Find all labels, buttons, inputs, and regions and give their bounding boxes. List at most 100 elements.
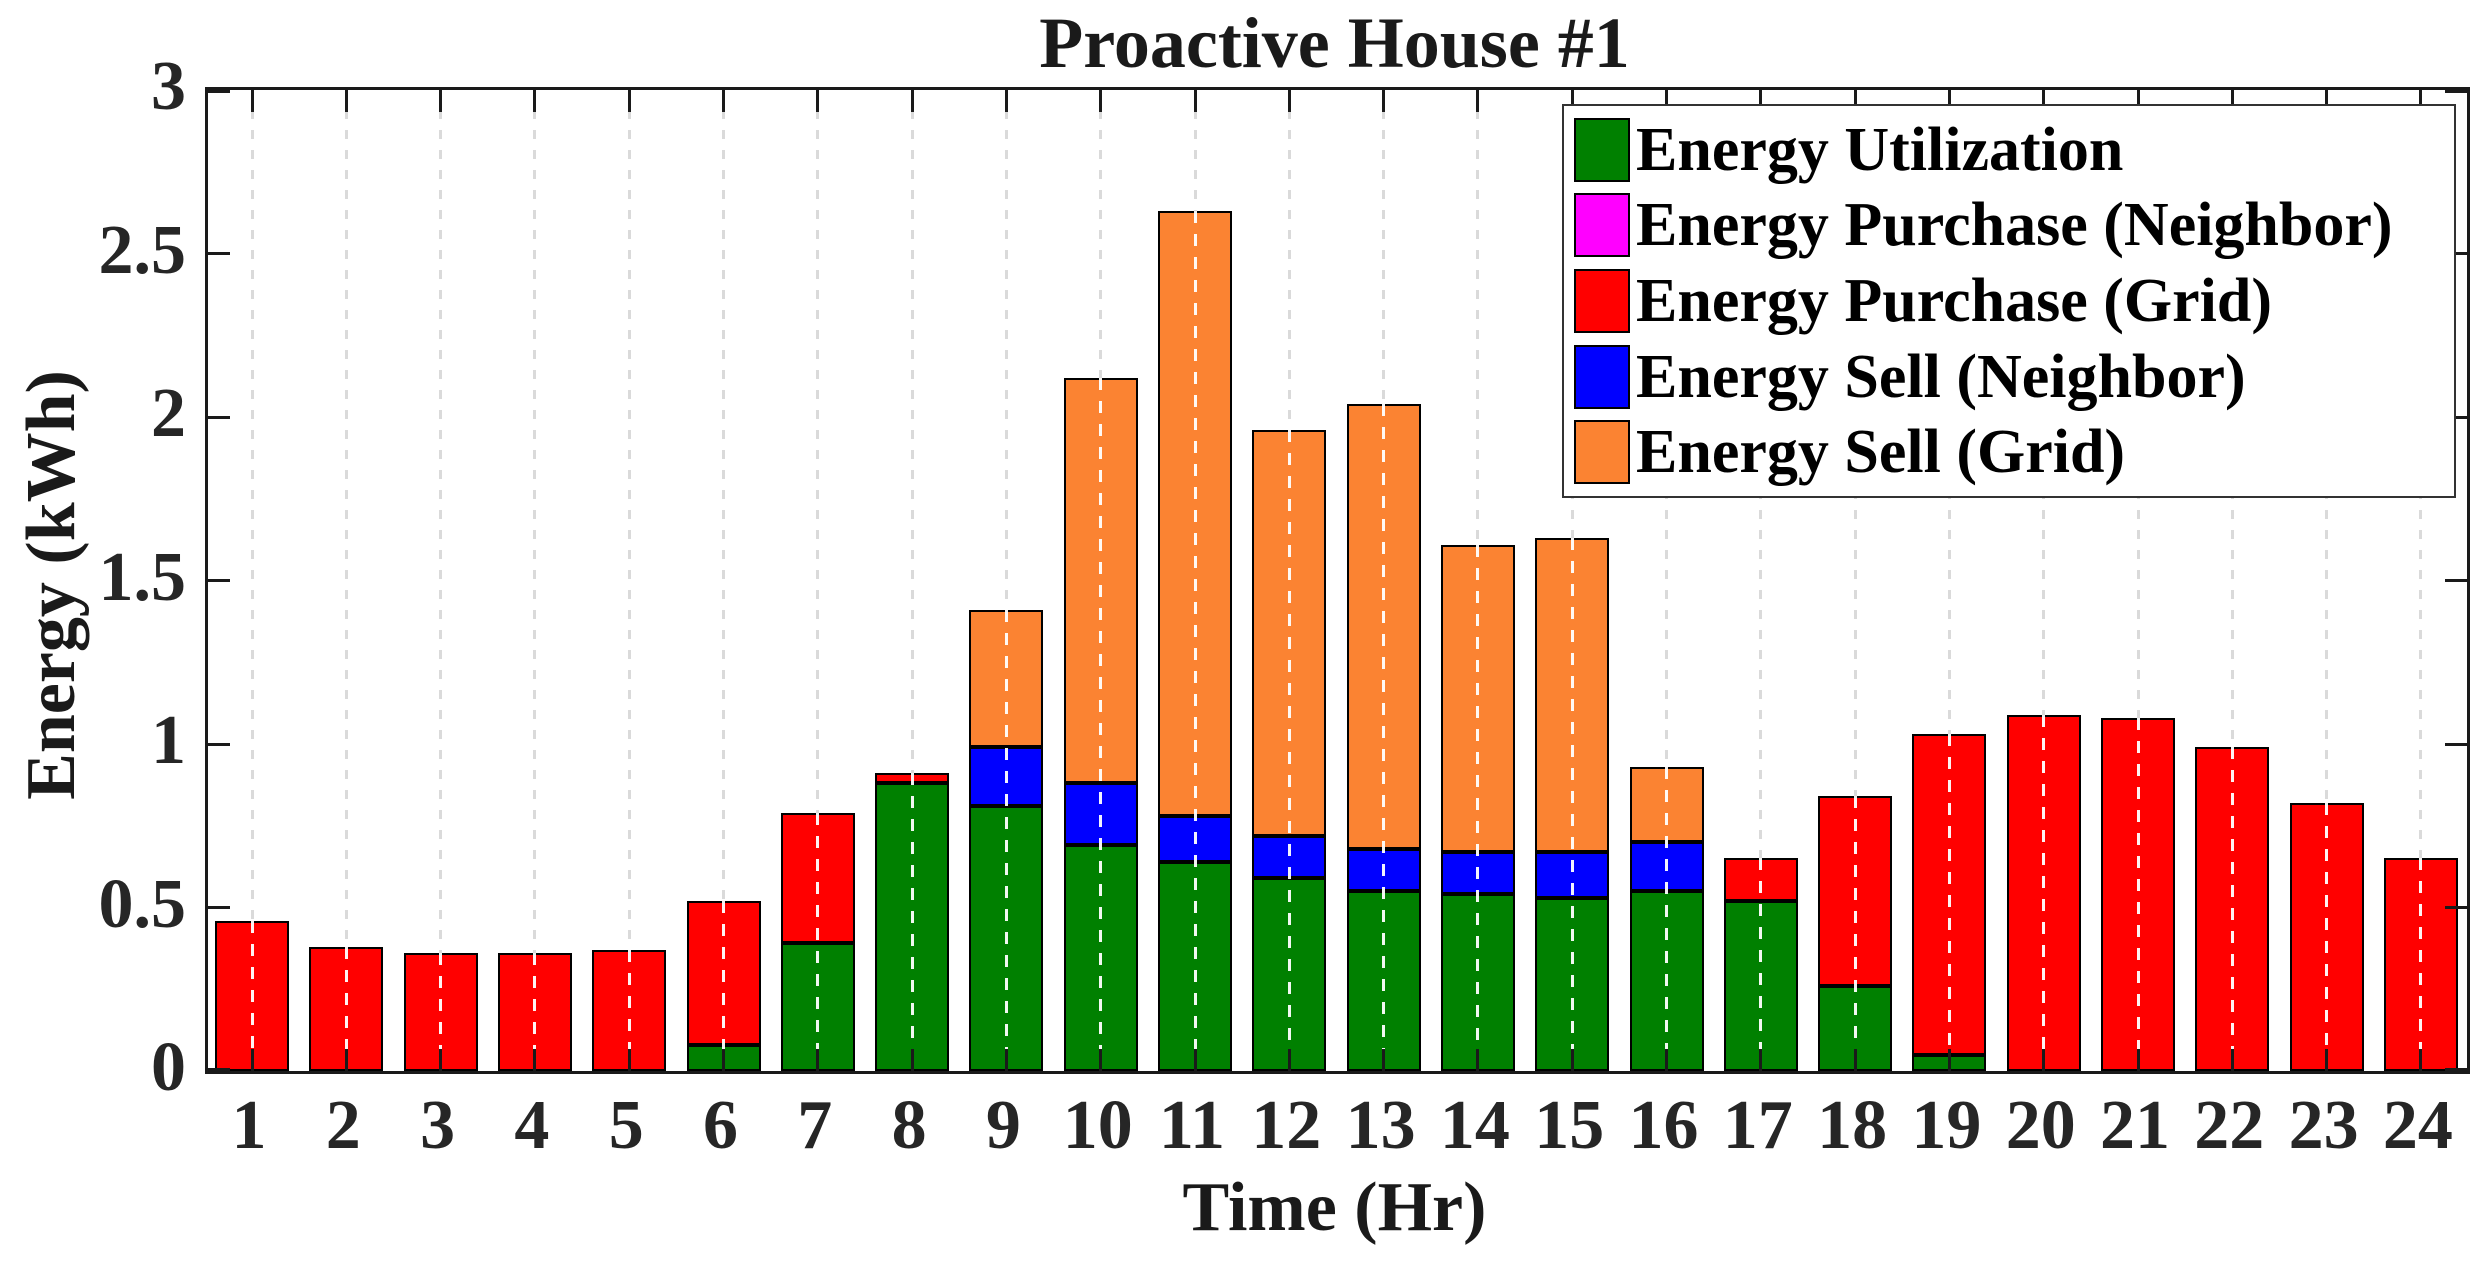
x-tick xyxy=(2325,1049,2329,1071)
x-tick xyxy=(1287,90,1291,112)
y-tick-label: 3 xyxy=(151,48,186,125)
legend-item: Energy Sell (Grid) xyxy=(1574,418,2446,486)
x-gridline xyxy=(1759,90,1763,1071)
x-gridline xyxy=(1665,90,1668,1071)
bar-column xyxy=(969,609,1044,1071)
x-tick-label: 8 xyxy=(891,1087,927,1164)
x-tick xyxy=(2230,90,2234,112)
bar-column xyxy=(1346,403,1421,1071)
legend-swatch xyxy=(1574,420,1630,485)
x-tick xyxy=(2136,90,2140,112)
x-tick-label: 23 xyxy=(2288,1087,2359,1164)
bar-centerline xyxy=(1287,430,1291,1071)
x-tick-label: 9 xyxy=(985,1087,1021,1164)
x-gridline xyxy=(910,90,914,1071)
x-tick xyxy=(627,1049,631,1071)
x-tick xyxy=(1476,1049,1480,1071)
x-tick xyxy=(1287,1049,1291,1071)
bar-column xyxy=(2289,802,2364,1071)
x-tick xyxy=(344,90,348,112)
bar-centerline xyxy=(1853,796,1857,1071)
bar-column xyxy=(1158,211,1232,1071)
bar-column xyxy=(780,812,855,1071)
chart-title: Proactive House #1 xyxy=(1039,3,1630,83)
y-tick xyxy=(208,1068,230,1071)
bar-centerline xyxy=(2230,747,2234,1071)
bar-column xyxy=(1818,796,1893,1071)
x-tick-label: 22 xyxy=(2194,1087,2265,1164)
x-tick-label: 7 xyxy=(797,1087,833,1164)
x-tick xyxy=(1099,90,1103,112)
x-gridline xyxy=(1853,90,1857,1071)
x-tick xyxy=(1759,1049,1763,1071)
x-gridline xyxy=(2325,90,2329,1071)
bar-column xyxy=(1535,538,1610,1071)
bar-centerline xyxy=(1382,403,1386,1071)
x-tick-label: 13 xyxy=(1345,1087,1416,1164)
bar-column xyxy=(875,773,950,1071)
bar-centerline xyxy=(816,812,820,1071)
x-gridline xyxy=(2419,90,2423,1071)
x-tick xyxy=(1570,90,1574,112)
y-tick xyxy=(2445,415,2467,419)
x-tick xyxy=(1759,90,1763,112)
bar-centerline xyxy=(2419,858,2423,1071)
x-tick xyxy=(627,90,631,112)
y-tick xyxy=(2445,579,2467,582)
y-tick xyxy=(208,415,230,419)
bar-centerline xyxy=(627,950,631,1071)
bar-centerline xyxy=(2136,717,2140,1071)
x-tick xyxy=(1099,1049,1103,1071)
bar-column xyxy=(1723,858,1798,1071)
x-tick-label: 1 xyxy=(231,1087,267,1164)
y-tick xyxy=(208,90,230,93)
x-tick xyxy=(1665,90,1668,112)
x-tick-label: 19 xyxy=(1911,1087,1982,1164)
legend-item: Energy Purchase (Grid) xyxy=(1574,267,2446,335)
bar-centerline xyxy=(439,953,443,1071)
y-tick-label: 0.5 xyxy=(98,865,187,943)
y-tick xyxy=(208,579,230,582)
bar-column xyxy=(1440,544,1515,1071)
bar-centerline xyxy=(533,953,537,1071)
x-tick xyxy=(1853,1049,1857,1071)
bar-column xyxy=(2006,714,2081,1071)
bar-centerline xyxy=(2042,714,2046,1071)
y-tick-label: 0 xyxy=(151,1029,186,1106)
x-tick xyxy=(1193,1049,1197,1071)
y-tick xyxy=(2445,1068,2467,1071)
x-tick xyxy=(533,90,537,112)
x-tick xyxy=(1947,1049,1951,1071)
x-tick xyxy=(1004,1049,1008,1071)
x-gridline xyxy=(2042,90,2046,1071)
bar-centerline xyxy=(250,920,254,1071)
x-tick xyxy=(1476,90,1480,112)
x-tick-label: 16 xyxy=(1628,1087,1699,1164)
y-tick-label: 1 xyxy=(151,702,186,779)
bar-centerline xyxy=(1759,858,1763,1071)
bar-centerline xyxy=(2325,802,2329,1071)
bar-column xyxy=(2101,717,2175,1071)
y-tick xyxy=(2445,252,2467,255)
x-tick xyxy=(2042,1049,2046,1071)
legend-label: Energy Sell (Grid) xyxy=(1636,418,2126,487)
x-tick xyxy=(1382,1049,1386,1071)
x-tick xyxy=(439,1049,443,1071)
x-tick xyxy=(722,1049,725,1071)
x-tick xyxy=(250,90,254,112)
bar-column xyxy=(1912,734,1987,1071)
x-tick-label: 15 xyxy=(1534,1087,1605,1164)
y-tick xyxy=(208,742,230,746)
bar-column xyxy=(686,900,761,1071)
x-gridline xyxy=(439,90,443,1071)
legend-item: Energy Utilization xyxy=(1574,116,2446,184)
x-tick xyxy=(439,90,443,112)
bar-centerline xyxy=(1099,377,1103,1071)
x-tick xyxy=(2325,90,2329,112)
y-tick-label: 2.5 xyxy=(98,211,187,289)
x-tick xyxy=(816,90,820,112)
legend-label: Energy Sell (Neighbor) xyxy=(1636,342,2246,411)
x-tick xyxy=(2042,90,2046,112)
y-tick xyxy=(2445,90,2467,93)
x-tick-label: 20 xyxy=(2005,1087,2076,1164)
